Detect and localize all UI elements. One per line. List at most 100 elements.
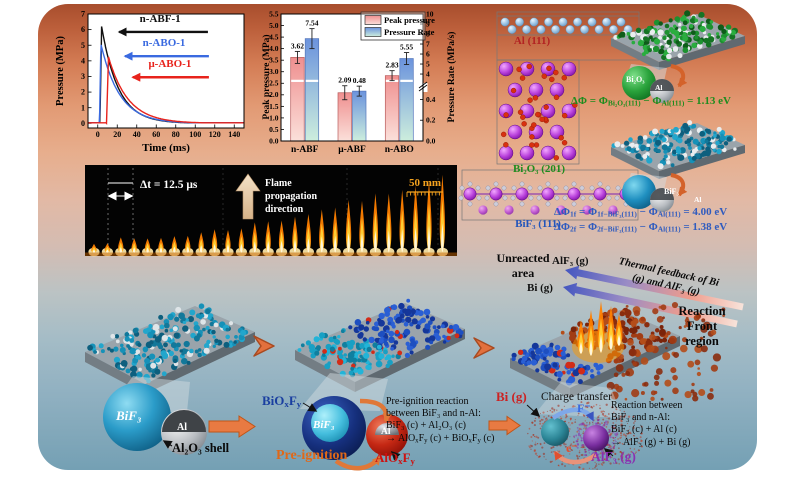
svg-text:60: 60 xyxy=(152,130,160,139)
bi2o3-201-label: Bi₂O₃ (201) xyxy=(512,163,566,175)
reaction-front-line: Front xyxy=(686,318,718,333)
alf3-gas-top-label: AlF₃ (g) xyxy=(552,255,589,267)
svg-text:0.48: 0.48 xyxy=(353,76,366,85)
svg-text:0.2: 0.2 xyxy=(426,116,436,125)
svg-text:0: 0 xyxy=(81,119,85,128)
bif3-111-label: BiF₃ (111) xyxy=(515,218,561,230)
svg-text:120: 120 xyxy=(209,130,221,139)
stage2-preignition-model xyxy=(295,298,465,471)
reaction-line: BiF₃ (c) + Al₂O₃ (c) xyxy=(386,420,466,432)
svg-text:0.0: 0.0 xyxy=(269,136,279,145)
svg-text:8: 8 xyxy=(426,29,430,38)
electron-label: e⁻ xyxy=(566,441,578,455)
al-sphere-label: Al xyxy=(694,195,702,204)
flow-arrow-icon xyxy=(488,415,521,436)
svg-text:1.5: 1.5 xyxy=(269,102,279,111)
reaction-line: between BiF₃ and n-Al: xyxy=(386,408,481,420)
svg-text:5.0: 5.0 xyxy=(269,21,279,30)
svg-text:7.54: 7.54 xyxy=(305,19,318,28)
svg-text:Flame: Flame xyxy=(265,178,292,189)
bif3-sphere-label: BiF₃ xyxy=(664,187,679,196)
stage1-al-label: Al xyxy=(177,422,187,433)
svg-text:20: 20 xyxy=(113,130,121,139)
svg-text:3.62: 3.62 xyxy=(291,41,304,50)
svg-text:0.0: 0.0 xyxy=(426,136,436,145)
reaction-front-line: Reaction xyxy=(678,304,726,318)
reaction-front-line: region xyxy=(685,333,719,348)
reaction-line: Pre-ignition reaction xyxy=(386,396,469,407)
reaction-line: BiF₃ (c) + Al (c) xyxy=(611,424,677,436)
stage1-composite-model xyxy=(85,303,255,455)
svg-text:Pressure Rate (MPa/s): Pressure Rate (MPa/s) xyxy=(446,32,457,123)
fluoride-ion-label: F⁻ xyxy=(577,401,591,415)
svg-text:Peak pressure (MPa): Peak pressure (MPa) xyxy=(261,34,272,119)
svg-text:Δt = 12.5 μs: Δt = 12.5 μs xyxy=(140,179,198,191)
peak-pressure-bar-chart: 0.0 0.5 1.0 1.5 2.0 2.5 3.0 3.5 4.0 4.5 5.0 5.5 0.0 0… xyxy=(261,9,457,155)
reaction-line: → AlF₃ (g) + Bi (g) xyxy=(611,436,691,448)
workfunction-equation-bif3-1: ΔΦ1f = Φ1f−BiF₃(111) − ΦAl(111) = 4.00 e… xyxy=(554,206,728,219)
svg-text:3.5: 3.5 xyxy=(269,56,279,65)
svg-text:5: 5 xyxy=(426,59,430,68)
alf3-gas-bottom-label: AlF₃ (g) xyxy=(591,449,636,464)
svg-text:3.0: 3.0 xyxy=(269,67,279,76)
reaction-line: Reaction between xyxy=(611,400,683,411)
svg-text:5.5: 5.5 xyxy=(269,9,279,18)
stage2-bif3-label: BiF₃ xyxy=(313,419,335,431)
preignition-reaction-text: Pre-ignition reaction between BiF₃ and n… xyxy=(386,396,504,445)
stage1-bif3-label: BiF₃ xyxy=(116,408,142,423)
svg-text:0.4: 0.4 xyxy=(426,95,436,104)
svg-text:Pressure Rate: Pressure Rate xyxy=(384,27,435,37)
svg-text:Time (ms): Time (ms) xyxy=(142,142,190,154)
bi-gas-label: Bi (g) xyxy=(496,389,527,404)
svg-text:7: 7 xyxy=(81,10,85,19)
bioxfy-label: BiOxFy xyxy=(262,393,302,409)
svg-text:0: 0 xyxy=(96,130,100,139)
svg-text:5.55: 5.55 xyxy=(400,43,413,52)
flame-sequence-panel: Δt = 12.5 μs Flame propagation direction 50 … xyxy=(85,165,457,257)
svg-text:n-ABO-1: n-ABO-1 xyxy=(143,37,186,49)
bi-gas-top-label: Bi (g) xyxy=(527,282,553,294)
charge-transfer-label: Charge transfer xyxy=(541,391,612,403)
svg-text:μ-ABO-1: μ-ABO-1 xyxy=(148,58,191,70)
reaction-front-label: Reaction Front region xyxy=(664,304,740,348)
svg-text:10: 10 xyxy=(426,9,434,18)
aloxfy-label: AlOxFy xyxy=(375,450,415,466)
al2o3-shell-label: Al₂O₃ shell xyxy=(172,441,230,455)
svg-text:n-ABF-1: n-ABF-1 xyxy=(140,13,181,25)
unreacted-line: area xyxy=(511,265,535,280)
svg-text:100: 100 xyxy=(189,130,201,139)
preignition-label: Pre-ignition xyxy=(276,448,348,463)
svg-text:80: 80 xyxy=(172,130,180,139)
svg-text:direction: direction xyxy=(265,204,304,215)
svg-text:6: 6 xyxy=(426,49,430,58)
svg-text:9: 9 xyxy=(426,19,430,28)
svg-text:1.0: 1.0 xyxy=(269,113,279,122)
svg-text:μ-ABF: μ-ABF xyxy=(338,145,366,155)
svg-text:4: 4 xyxy=(426,69,430,78)
svg-text:0.5: 0.5 xyxy=(269,125,279,134)
workfunction-blue-model xyxy=(611,120,745,212)
flow-arrow-icon xyxy=(208,415,256,438)
svg-text:n-ABO: n-ABO xyxy=(385,145,414,155)
svg-text:2: 2 xyxy=(81,88,85,97)
svg-text:1: 1 xyxy=(81,103,85,112)
workfunction-equation-bi2o3: ΔΦ = ΦBi₂O₃(111) − ΦAl(111) = 1.13 eV xyxy=(571,95,731,108)
stage2-al-label: Al xyxy=(381,427,391,437)
svg-text:40: 40 xyxy=(133,130,141,139)
bi2o3-sphere-label: Bi₂O₃ xyxy=(626,75,645,84)
svg-text:6: 6 xyxy=(81,25,85,34)
svg-text:4.5: 4.5 xyxy=(269,32,279,41)
svg-text:2.09: 2.09 xyxy=(338,76,351,85)
svg-text:4.0: 4.0 xyxy=(269,44,279,53)
al-sphere-label: Al xyxy=(655,83,663,92)
stage3-reaction-model xyxy=(510,265,744,471)
svg-text:2.83: 2.83 xyxy=(385,61,398,70)
pressure-time-chart: 0 20 40 60 80 100 120 140 0 1 2 3 4 5 6 7 n-ABF-1 n-ABO-1… xyxy=(55,10,245,154)
svg-text:3: 3 xyxy=(81,72,85,81)
svg-text:2.5: 2.5 xyxy=(269,79,279,88)
svg-text:propagation: propagation xyxy=(265,191,317,202)
unreacted-area-label: Unreacted area xyxy=(492,251,554,280)
svg-text:Pressure (MPa): Pressure (MPa) xyxy=(55,36,66,106)
svg-text:2.0: 2.0 xyxy=(269,90,279,99)
